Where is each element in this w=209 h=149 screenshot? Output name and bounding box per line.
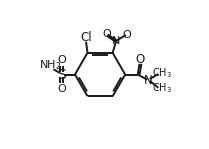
Text: N: N [112, 36, 121, 46]
Text: O: O [135, 53, 144, 66]
Text: O: O [57, 84, 66, 94]
Text: N: N [144, 74, 153, 87]
Text: NH$_2$: NH$_2$ [39, 58, 61, 72]
Text: CH$_3$: CH$_3$ [152, 81, 172, 95]
Text: S: S [57, 67, 66, 82]
Text: Cl: Cl [80, 31, 92, 44]
Text: O: O [103, 29, 111, 39]
Text: O: O [122, 30, 131, 40]
Text: CH$_3$: CH$_3$ [152, 66, 172, 80]
Text: O: O [57, 55, 66, 65]
